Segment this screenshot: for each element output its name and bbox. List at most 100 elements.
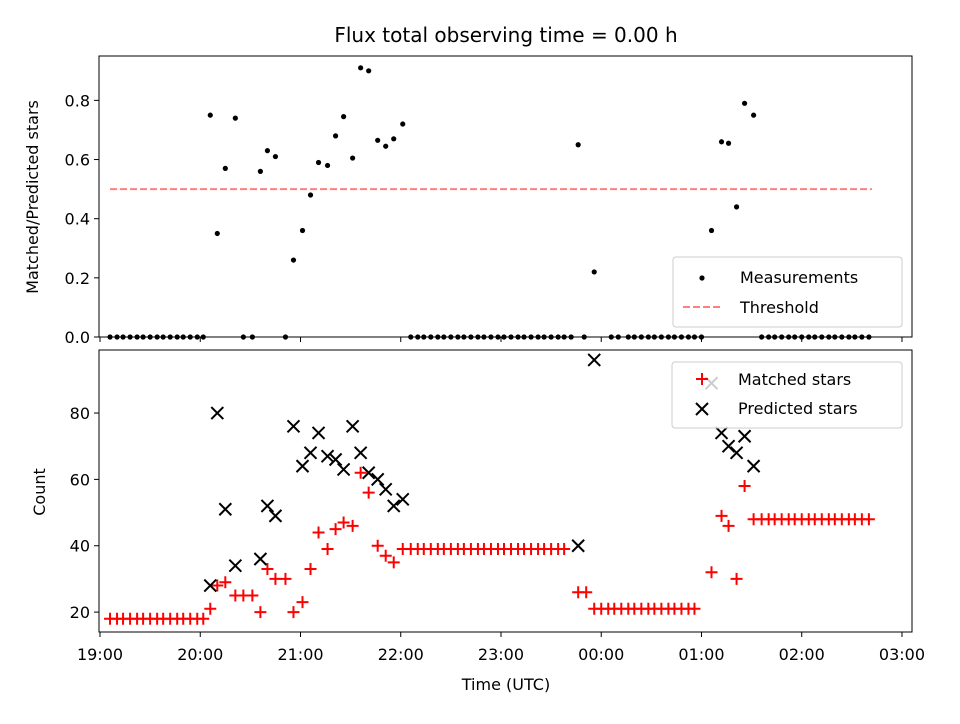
measurement-point bbox=[832, 334, 838, 340]
measurement-point bbox=[127, 334, 133, 340]
legend-label-threshold: Threshold bbox=[739, 298, 819, 317]
matched-point bbox=[362, 486, 375, 499]
measurement-point bbox=[651, 334, 657, 340]
matched-point bbox=[254, 606, 267, 619]
predicted-point bbox=[396, 492, 410, 507]
measurement-point bbox=[508, 334, 514, 340]
measurement-point bbox=[350, 155, 356, 161]
measurement-point bbox=[678, 334, 685, 340]
matched-point bbox=[246, 589, 259, 602]
measurement-point bbox=[194, 334, 200, 340]
predicted-point bbox=[286, 419, 301, 434]
measurement-point bbox=[290, 257, 297, 263]
y-tick-label: 40 bbox=[70, 537, 90, 556]
predicted-point bbox=[336, 462, 351, 477]
matched-point bbox=[738, 480, 751, 493]
measurement-point bbox=[812, 334, 818, 340]
measurement-point bbox=[415, 334, 421, 340]
measurement-point bbox=[859, 334, 865, 340]
matched-point bbox=[321, 543, 334, 556]
measurement-point bbox=[528, 334, 534, 340]
count-axes: 20 40 60 80 19:00 20:00 21:00 22:00 23:00 00:00 01… bbox=[70, 349, 925, 664]
measurement-point bbox=[147, 334, 153, 340]
predicted-point bbox=[370, 472, 385, 487]
matched-point bbox=[261, 562, 274, 575]
matched-point bbox=[722, 519, 735, 532]
measurement-point bbox=[495, 334, 501, 340]
legend-label-predicted: Predicted stars bbox=[738, 399, 858, 418]
y-tick-label: 0.2 bbox=[65, 269, 90, 288]
measurement-point bbox=[264, 148, 271, 154]
measurement-point bbox=[408, 334, 414, 340]
predicted-point bbox=[714, 426, 729, 440]
count-legend: Matched stars Predicted stars bbox=[671, 361, 903, 429]
measurement-point bbox=[535, 334, 541, 340]
predicted-point bbox=[228, 558, 243, 573]
measurement-point bbox=[257, 168, 263, 174]
measurement-point bbox=[708, 227, 715, 234]
predicted-point bbox=[295, 459, 310, 473]
measurement-point bbox=[846, 334, 852, 340]
predicted-point bbox=[303, 446, 318, 460]
measurement-point bbox=[187, 334, 193, 340]
measurement-point bbox=[174, 334, 180, 340]
legend-box bbox=[672, 256, 903, 328]
predicted-point bbox=[253, 552, 268, 566]
measurement-point bbox=[200, 334, 206, 340]
measurement-point bbox=[481, 334, 487, 340]
measurement-point bbox=[475, 334, 481, 340]
measurement-point bbox=[718, 139, 725, 145]
measurement-point bbox=[461, 334, 467, 340]
measurements-series bbox=[107, 65, 872, 340]
x-axis-label: Time (UTC) bbox=[461, 675, 550, 694]
measurement-point bbox=[167, 334, 173, 340]
predicted-point bbox=[571, 539, 585, 553]
measurement-point bbox=[521, 334, 527, 340]
count-panel: Count Time (UTC) 20 40 60 80 19:00 20:00 21:00… bbox=[30, 349, 925, 694]
ratio-legend: Measurements Threshold bbox=[672, 256, 903, 328]
measurement-point bbox=[645, 334, 651, 340]
legend-marker-matched bbox=[696, 373, 708, 385]
x-tick-label: 00:00 bbox=[578, 645, 624, 664]
measurement-point bbox=[160, 334, 166, 340]
predicted-point bbox=[387, 499, 401, 513]
x-tick-label: 02:00 bbox=[779, 645, 825, 664]
measurement-point bbox=[515, 334, 521, 340]
measurement-point bbox=[272, 153, 279, 160]
matched-point bbox=[387, 556, 400, 569]
axes-frame bbox=[98, 349, 913, 633]
measurement-point bbox=[806, 334, 812, 340]
measurement-point bbox=[207, 112, 213, 118]
predicted-point bbox=[268, 509, 283, 523]
measurement-point bbox=[759, 334, 765, 340]
predicted-point bbox=[210, 406, 224, 420]
measurement-point bbox=[792, 334, 798, 340]
measurement-point bbox=[665, 334, 672, 340]
matched-point bbox=[219, 576, 232, 589]
x-tick-label: 20:00 bbox=[177, 645, 223, 664]
measurement-point bbox=[282, 334, 289, 340]
measurement-point bbox=[741, 100, 748, 106]
legend-box bbox=[671, 361, 903, 429]
matched-point bbox=[329, 523, 342, 536]
measurement-point bbox=[779, 334, 785, 340]
matched-point bbox=[279, 572, 292, 585]
predicted-point bbox=[378, 482, 393, 497]
matched-point bbox=[705, 566, 718, 579]
predicted-stars-series bbox=[203, 353, 761, 593]
legend-label-measurements: Measurements bbox=[740, 268, 858, 287]
matched-point bbox=[312, 526, 325, 539]
measurement-point bbox=[222, 165, 228, 171]
ratio-axes: 0.0 0.2 0.4 0.6 0.8 bbox=[65, 55, 913, 347]
measurement-point bbox=[120, 334, 126, 340]
measurement-point bbox=[541, 334, 547, 340]
measurement-point bbox=[839, 334, 845, 340]
matched-point bbox=[730, 572, 743, 585]
measurement-point bbox=[631, 334, 637, 340]
legend-label-matched: Matched stars bbox=[738, 370, 851, 389]
measurement-point bbox=[581, 334, 587, 340]
predicted-point bbox=[218, 502, 233, 516]
predicted-point bbox=[311, 426, 326, 440]
